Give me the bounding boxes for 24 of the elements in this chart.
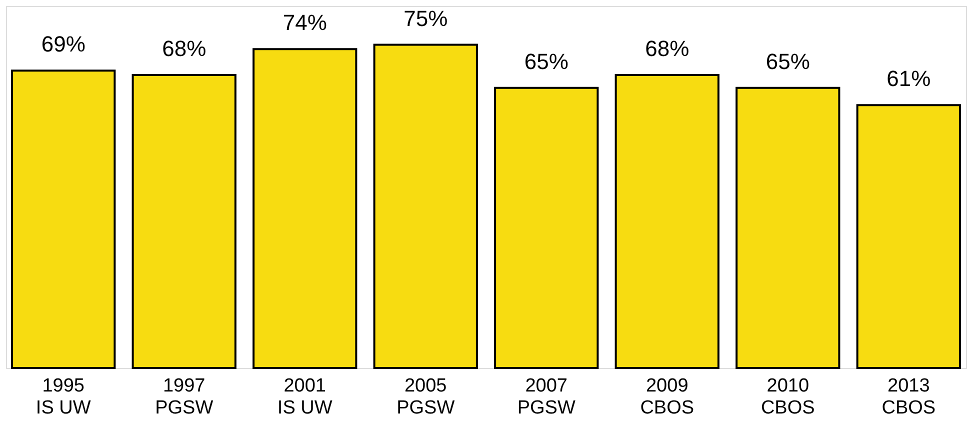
x-tick-label: 2005 PGSW	[396, 376, 455, 418]
x-tick-label: 2013 CBOS	[882, 376, 936, 418]
bar	[11, 70, 116, 369]
data-label: 68%	[645, 36, 690, 61]
bar	[494, 86, 599, 369]
x-tick-label: 1997 PGSW	[155, 376, 214, 418]
data-label: 65%	[766, 48, 810, 74]
data-label: 65%	[524, 48, 568, 74]
bar	[856, 104, 961, 369]
bar	[252, 48, 358, 369]
x-tick-label: 1995 IS UW	[36, 376, 91, 418]
x-tick-label: 2010 CBOS	[760, 376, 815, 418]
bar	[373, 44, 478, 369]
data-label: 75%	[404, 6, 448, 31]
data-label: 68%	[162, 36, 206, 61]
x-tick-label: 2009 CBOS	[640, 376, 694, 418]
data-label: 74%	[282, 10, 327, 36]
data-label: 61%	[886, 66, 931, 92]
bar	[132, 74, 236, 369]
data-label: 69%	[41, 32, 86, 57]
x-tick-label: 2001 IS UW	[277, 376, 332, 418]
bar	[614, 74, 720, 369]
bar	[736, 86, 840, 369]
x-tick-label: 2007 PGSW	[517, 376, 576, 418]
